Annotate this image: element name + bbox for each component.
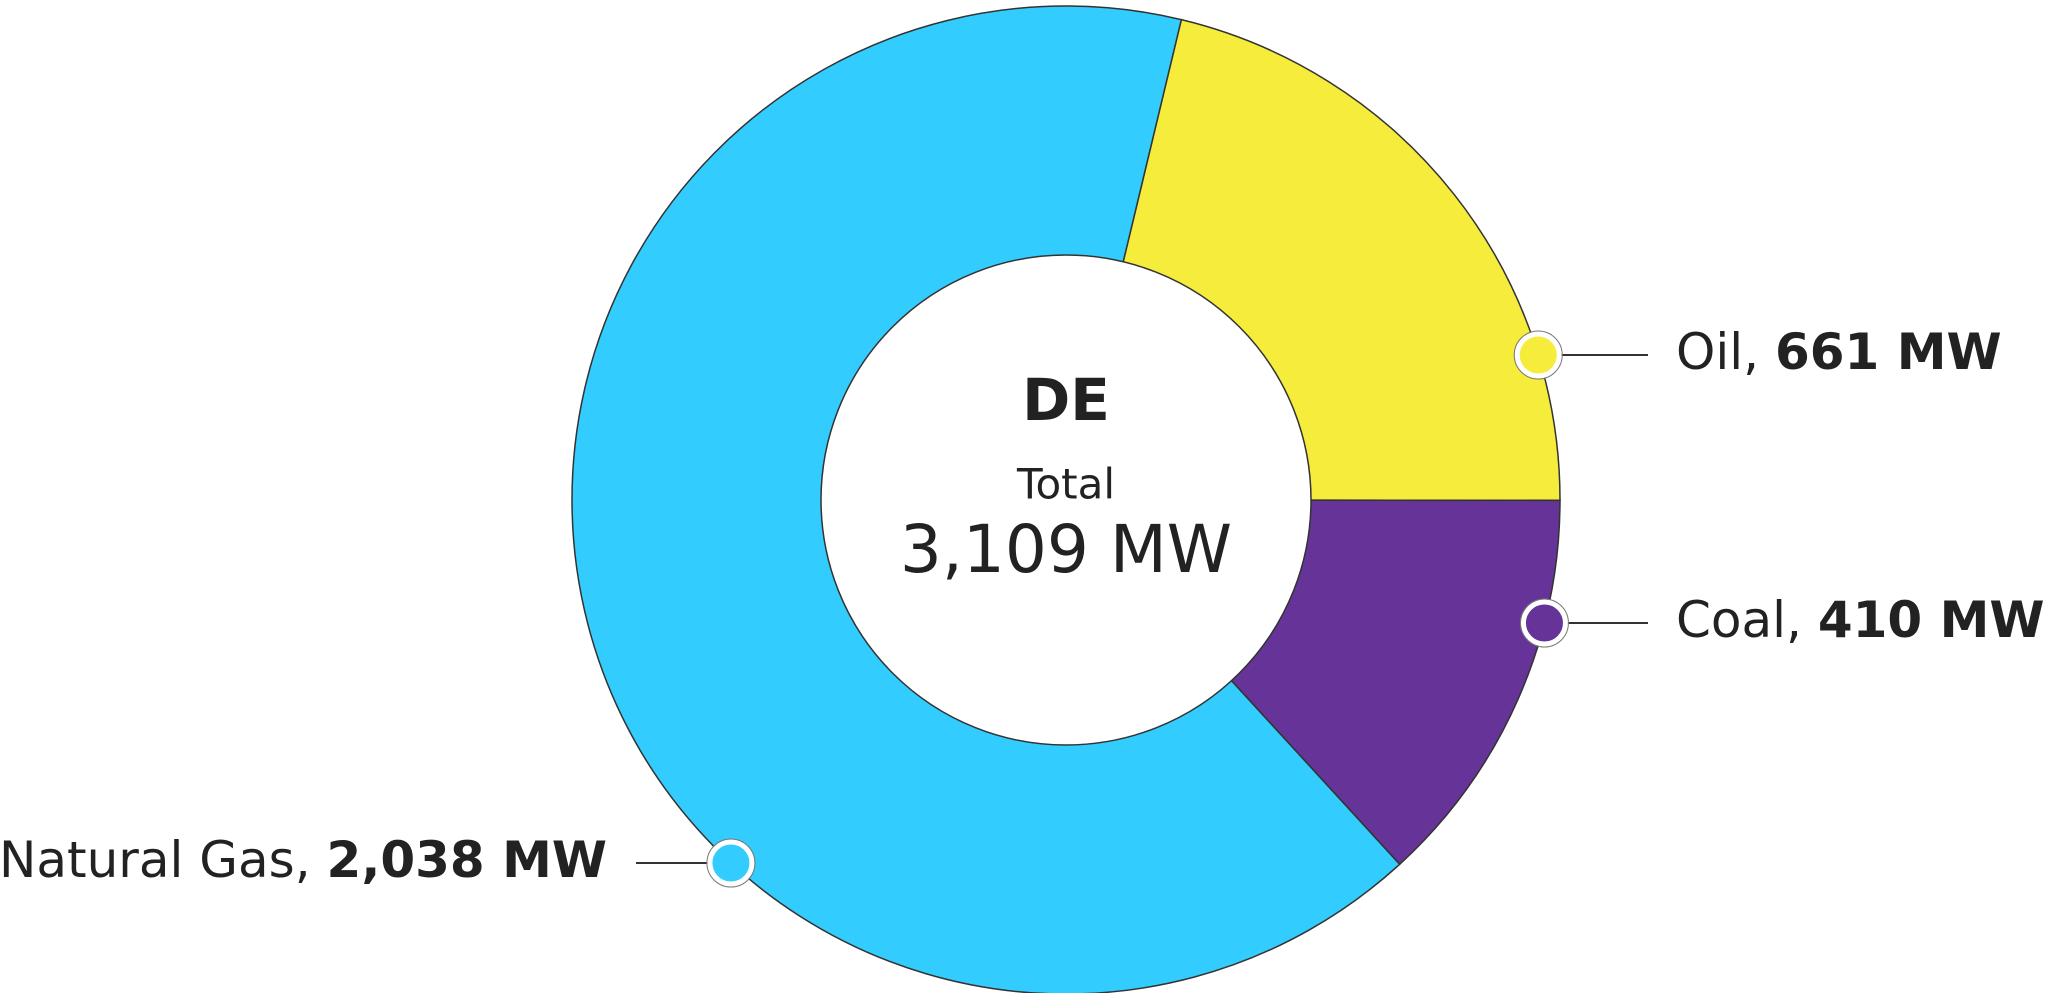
slice-label: Oil, 661 MW bbox=[1676, 323, 2002, 381]
value-label: 661 MW bbox=[1775, 323, 2002, 381]
category-name: Natural Gas bbox=[0, 831, 295, 889]
category-name: Coal bbox=[1676, 591, 1786, 649]
center-title: DE bbox=[1022, 366, 1110, 434]
label-dot-ring bbox=[1513, 330, 1563, 380]
slice-label: Coal, 410 MW bbox=[1676, 591, 2045, 649]
category-name: Oil bbox=[1676, 323, 1743, 381]
center-label: Total bbox=[1016, 460, 1115, 509]
center-value: 3,109 MW bbox=[900, 511, 1232, 588]
label-dot-ring bbox=[706, 838, 756, 888]
label-separator: , bbox=[1743, 323, 1775, 381]
label-separator: , bbox=[295, 831, 327, 889]
slice-label: Natural Gas, 2,038 MW bbox=[0, 831, 607, 889]
label-dot bbox=[1520, 599, 1568, 647]
label-dot bbox=[707, 839, 755, 887]
donut-hole bbox=[820, 254, 1312, 746]
label-dot bbox=[1514, 331, 1562, 379]
value-label: 2,038 MW bbox=[327, 831, 607, 889]
label-dot-ring bbox=[1519, 598, 1569, 648]
label-separator: , bbox=[1786, 591, 1818, 649]
value-label: 410 MW bbox=[1818, 591, 2045, 649]
